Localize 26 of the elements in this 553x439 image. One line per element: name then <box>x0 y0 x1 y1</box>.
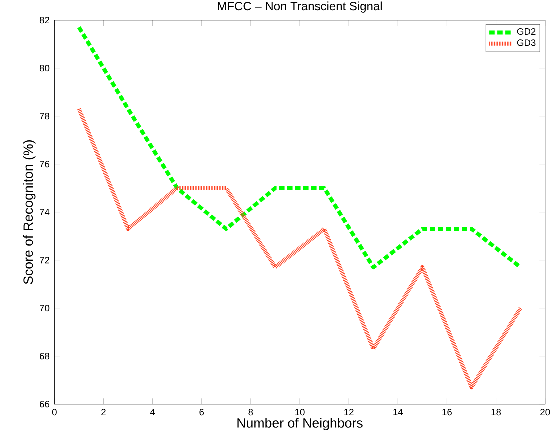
x-tick-label: 8 <box>248 409 254 416</box>
y-axis-title: Score of Recogniton (%) <box>23 140 36 284</box>
y-tick-label: 80 <box>40 65 50 72</box>
legend-label: GD2 <box>517 28 536 36</box>
x-tick-label: 20 <box>540 409 550 416</box>
y-tick-label: 76 <box>40 161 50 168</box>
x-tick-label: 18 <box>492 409 502 416</box>
y-tick-label: 68 <box>40 353 50 360</box>
y-tick-label: 70 <box>40 305 50 312</box>
y-tick-label: 72 <box>40 257 50 264</box>
x-tick-label: 6 <box>200 409 204 416</box>
x-tick-label: 16 <box>442 409 452 416</box>
x-tick-label: 10 <box>296 409 305 416</box>
line-series <box>77 107 523 390</box>
y-tick-label: 78 <box>40 113 50 120</box>
x-tick-label: 0 <box>52 409 57 416</box>
y-tick-label: 74 <box>40 209 50 216</box>
y-tick-label: 82 <box>40 17 50 24</box>
x-tick-label: 2 <box>102 409 106 416</box>
x-tick-label: 14 <box>394 409 404 416</box>
chart-title: MFCC – Non Transcient Signal <box>218 2 382 13</box>
legend-label: GD3 <box>517 40 536 46</box>
x-tick-label: 12 <box>344 409 354 416</box>
x-tick-label: 4 <box>150 409 156 416</box>
y-tick-label: 66 <box>40 401 50 408</box>
x-axis-title: Number of Neighbors <box>238 418 363 431</box>
